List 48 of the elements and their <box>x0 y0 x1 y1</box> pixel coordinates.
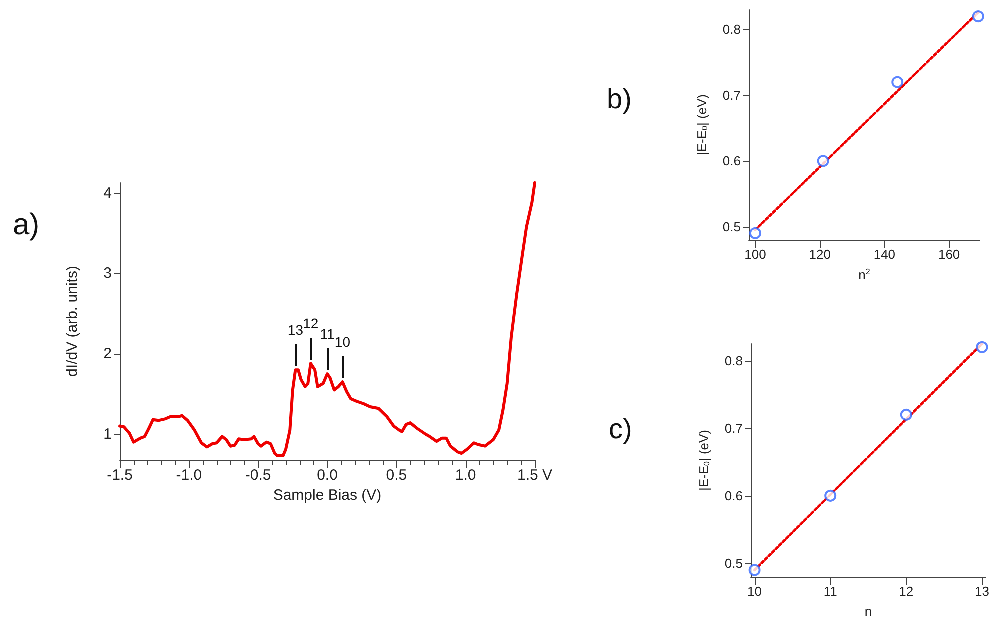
x-tick-label: -1.5 <box>107 467 133 484</box>
y-tick-label: 0.5 <box>722 219 741 234</box>
x-tick-label: -1.0 <box>176 467 202 484</box>
x-tick-label: 120 <box>809 247 831 262</box>
annotation: 12 <box>303 316 319 332</box>
x-tick-label: 1.0 <box>455 467 476 484</box>
y-axis-title: |E-E0| (eV) <box>696 430 712 492</box>
x-tick-label: 11 <box>824 584 838 599</box>
point <box>748 564 761 576</box>
y-axis-title: dI/dV (arb. units) <box>64 266 81 377</box>
y-tick-label: 0.7 <box>724 420 743 436</box>
x-tick-label: -0.5 <box>245 467 272 484</box>
y-tick-label: 0.7 <box>722 88 741 103</box>
x-tick-label: 0.5 <box>386 467 408 484</box>
annotation: 13 <box>288 322 304 338</box>
x-tick-label: 1.5 V <box>517 467 553 484</box>
x-tick-label: 160 <box>938 247 960 262</box>
text: b) <box>607 84 632 114</box>
line-series <box>118 182 536 458</box>
text: c) <box>609 414 632 444</box>
x-axis-title: Sample Bias (V) <box>273 487 382 504</box>
y-tick-label: 0.6 <box>724 488 743 504</box>
x-tick-label: 12 <box>899 584 914 599</box>
y-tick-label: 4 <box>104 184 112 202</box>
x-tick-label: 100 <box>744 247 766 262</box>
annotation: 10 <box>334 334 351 350</box>
x-tick-label: 0.0 <box>317 467 338 484</box>
y-tick-label: 0.5 <box>724 556 743 571</box>
y-tick-label: 2 <box>104 346 112 363</box>
y-tick-label: 3 <box>104 265 112 282</box>
y-tick-label: 1 <box>104 426 112 443</box>
y-tick-label: 0.8 <box>722 22 741 38</box>
point <box>817 155 830 168</box>
y-tick-label: 0.6 <box>722 154 741 169</box>
point <box>972 10 984 23</box>
x-tick-label: 10 <box>748 584 762 599</box>
x-axis-title: n <box>864 604 872 619</box>
text: a) <box>13 208 40 242</box>
y-axis-title: |E-E0| (eV) <box>694 94 710 156</box>
x-tick-label: 140 <box>874 247 896 262</box>
point <box>900 408 912 421</box>
point <box>824 490 837 502</box>
point <box>976 341 988 354</box>
point <box>892 76 904 88</box>
annotation: 11 <box>320 326 335 342</box>
y-tick-label: 0.8 <box>724 353 743 368</box>
point <box>749 227 762 240</box>
x-tick-label: 13 <box>974 584 990 599</box>
